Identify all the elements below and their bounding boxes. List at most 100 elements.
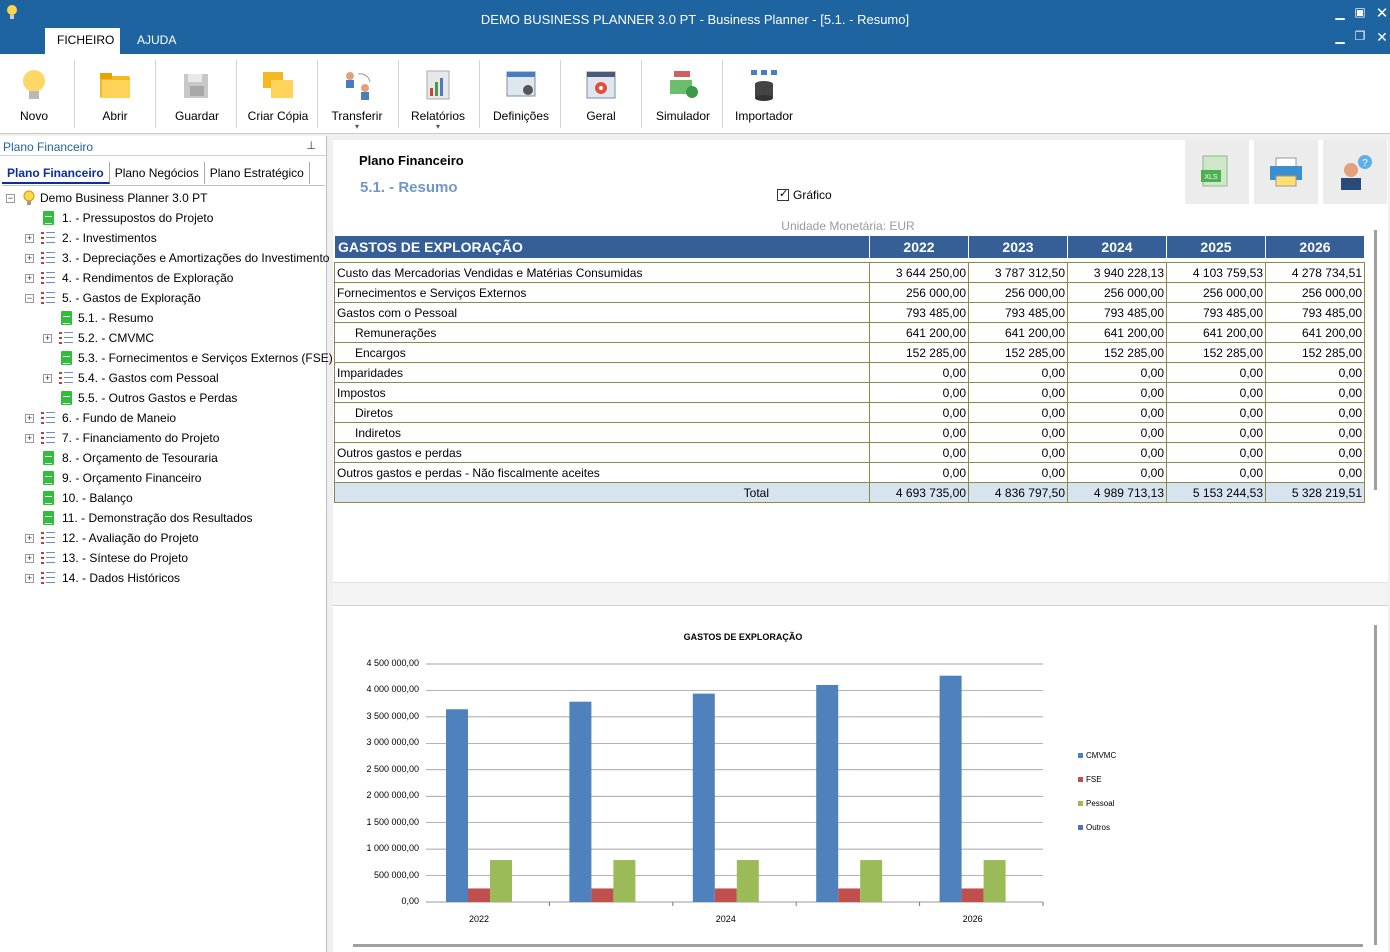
- value-cell[interactable]: 0,00: [1166, 402, 1266, 423]
- value-cell[interactable]: 641 200,00: [968, 322, 1068, 343]
- value-cell[interactable]: 152 285,00: [1067, 342, 1167, 363]
- doc-minimize-icon[interactable]: ▁: [1335, 30, 1345, 44]
- value-cell[interactable]: 0,00: [1166, 442, 1266, 463]
- bar-cmvmc-2023[interactable]: [569, 701, 592, 902]
- bar-pessoal-2022[interactable]: [490, 860, 512, 902]
- bar-fse-2025[interactable]: [838, 888, 861, 902]
- maximize-icon[interactable]: ▣: [1354, 5, 1366, 19]
- value-cell[interactable]: 793 485,00: [968, 302, 1068, 323]
- expand-icon[interactable]: +: [25, 233, 34, 243]
- tree-item[interactable]: 10. - Balanço: [2, 488, 323, 508]
- value-cell[interactable]: 0,00: [1067, 402, 1167, 423]
- expand-icon[interactable]: +: [43, 373, 52, 383]
- tab-plano-financeiro[interactable]: Plano Financeiro: [2, 162, 110, 184]
- value-cell[interactable]: 0,00: [968, 462, 1068, 483]
- value-cell[interactable]: 0,00: [869, 402, 969, 423]
- value-cell[interactable]: 0,00: [1265, 382, 1365, 403]
- bar-fse-2023[interactable]: [591, 888, 614, 902]
- bar-pessoal-2024[interactable]: [736, 860, 759, 902]
- definicoes-button[interactable]: Definições: [486, 58, 556, 130]
- value-cell[interactable]: 0,00: [1166, 422, 1266, 443]
- value-cell[interactable]: 4 278 734,51: [1265, 262, 1365, 283]
- tree-item[interactable]: +2. - Investimentos: [2, 228, 323, 248]
- tree-item[interactable]: +14. - Dados Históricos: [2, 568, 323, 588]
- value-cell[interactable]: 152 285,00: [1166, 342, 1266, 363]
- value-cell[interactable]: 793 485,00: [1265, 302, 1365, 323]
- value-cell[interactable]: 641 200,00: [869, 322, 969, 343]
- value-cell[interactable]: 793 485,00: [1166, 302, 1266, 323]
- panel-splitter[interactable]: [333, 582, 1388, 606]
- chart-horizontal-scrollbar[interactable]: [353, 944, 1363, 947]
- value-cell[interactable]: 3 940 228,13: [1067, 262, 1167, 283]
- bar-pessoal-2026[interactable]: [983, 860, 1006, 902]
- abrir-button[interactable]: Abrir: [82, 58, 148, 130]
- value-cell[interactable]: 0,00: [869, 462, 969, 483]
- value-cell[interactable]: 0,00: [869, 362, 969, 383]
- value-cell[interactable]: 0,00: [1067, 382, 1167, 403]
- tree-item[interactable]: 11. - Demonstração dos Resultados: [2, 508, 323, 528]
- value-cell[interactable]: 641 200,00: [1067, 322, 1167, 343]
- expand-icon[interactable]: +: [25, 413, 34, 423]
- tree-item[interactable]: − Demo Business Planner 3.0 PT: [2, 188, 323, 208]
- bar-pessoal-2025[interactable]: [860, 860, 883, 902]
- value-cell[interactable]: 152 285,00: [968, 342, 1068, 363]
- geral-button[interactable]: Geral: [568, 58, 634, 130]
- tree-item[interactable]: 8. - Orçamento de Tesouraria: [2, 448, 323, 468]
- bar-fse-2024[interactable]: [714, 888, 737, 902]
- value-cell[interactable]: 0,00: [1265, 442, 1365, 463]
- tab-ficheiro[interactable]: FICHEIRO: [45, 28, 120, 54]
- tree-item[interactable]: +4. - Rendimentos de Exploração: [2, 268, 323, 288]
- value-cell[interactable]: 256 000,00: [968, 282, 1068, 303]
- value-cell[interactable]: 793 485,00: [1067, 302, 1167, 323]
- bar-cmvmc-2025[interactable]: [816, 684, 839, 902]
- value-cell[interactable]: 793 485,00: [869, 302, 969, 323]
- value-cell[interactable]: 0,00: [1166, 362, 1266, 383]
- collapse-icon[interactable]: −: [25, 293, 34, 303]
- expand-icon[interactable]: +: [25, 553, 34, 563]
- tab-plano-negocios[interactable]: Plano Negócios: [110, 162, 205, 184]
- tree-item[interactable]: 9. - Orçamento Financeiro: [2, 468, 323, 488]
- value-cell[interactable]: 4 103 759,53: [1166, 262, 1266, 283]
- collapse-icon[interactable]: −: [6, 193, 15, 203]
- value-cell[interactable]: 256 000,00: [869, 282, 969, 303]
- value-cell[interactable]: 0,00: [968, 402, 1068, 423]
- value-cell[interactable]: 256 000,00: [1067, 282, 1167, 303]
- value-cell[interactable]: 0,00: [869, 442, 969, 463]
- pin-icon[interactable]: ⊥: [306, 140, 316, 152]
- relatorios-button[interactable]: Relatórios ▾: [405, 58, 471, 131]
- value-cell[interactable]: 152 285,00: [1265, 342, 1365, 363]
- tree-item[interactable]: − 5. - Gastos de Exploração: [2, 288, 323, 308]
- value-cell[interactable]: 0,00: [1265, 462, 1365, 483]
- tab-plano-estrategico[interactable]: Plano Estratégico: [205, 162, 310, 184]
- value-cell[interactable]: 0,00: [1265, 402, 1365, 423]
- tab-ajuda[interactable]: AJUDA: [137, 33, 177, 47]
- close-icon[interactable]: ✕: [1375, 5, 1389, 22]
- value-cell[interactable]: 256 000,00: [1166, 282, 1266, 303]
- chart-vertical-scrollbar[interactable]: [1374, 625, 1377, 945]
- value-cell[interactable]: 0,00: [968, 362, 1068, 383]
- bar-cmvmc-2022[interactable]: [446, 709, 468, 902]
- bar-fse-2022[interactable]: [468, 888, 490, 902]
- value-cell[interactable]: 152 285,00: [869, 342, 969, 363]
- expand-icon[interactable]: +: [25, 573, 34, 583]
- tree-item[interactable]: +13. - Síntese do Projeto: [2, 548, 323, 568]
- tree-item[interactable]: 1. - Pressupostos do Projeto: [2, 208, 323, 228]
- value-cell[interactable]: 0,00: [869, 382, 969, 403]
- value-cell[interactable]: 0,00: [968, 382, 1068, 403]
- value-cell[interactable]: 0,00: [1067, 442, 1167, 463]
- expand-icon[interactable]: +: [43, 333, 52, 343]
- bar-fse-2026[interactable]: [961, 888, 984, 902]
- help-button[interactable]: ?: [1323, 140, 1387, 204]
- value-cell[interactable]: 0,00: [968, 422, 1068, 443]
- value-cell[interactable]: 3 787 312,50: [968, 262, 1068, 283]
- tree-item[interactable]: +7. - Financiamento do Projeto: [2, 428, 323, 448]
- value-cell[interactable]: 0,00: [869, 422, 969, 443]
- value-cell[interactable]: 641 200,00: [1166, 322, 1266, 343]
- tree-item[interactable]: +5.2. - CMVMC: [2, 328, 323, 348]
- tree-item[interactable]: 5.5. - Outros Gastos e Perdas: [2, 388, 323, 408]
- value-cell[interactable]: 0,00: [1166, 462, 1266, 483]
- transferir-button[interactable]: Transferir ▾: [324, 58, 390, 131]
- expand-icon[interactable]: +: [25, 273, 34, 283]
- importador-button[interactable]: Importador: [729, 58, 799, 130]
- tree-item[interactable]: +3. - Depreciações e Amortizações do Inv…: [2, 248, 329, 268]
